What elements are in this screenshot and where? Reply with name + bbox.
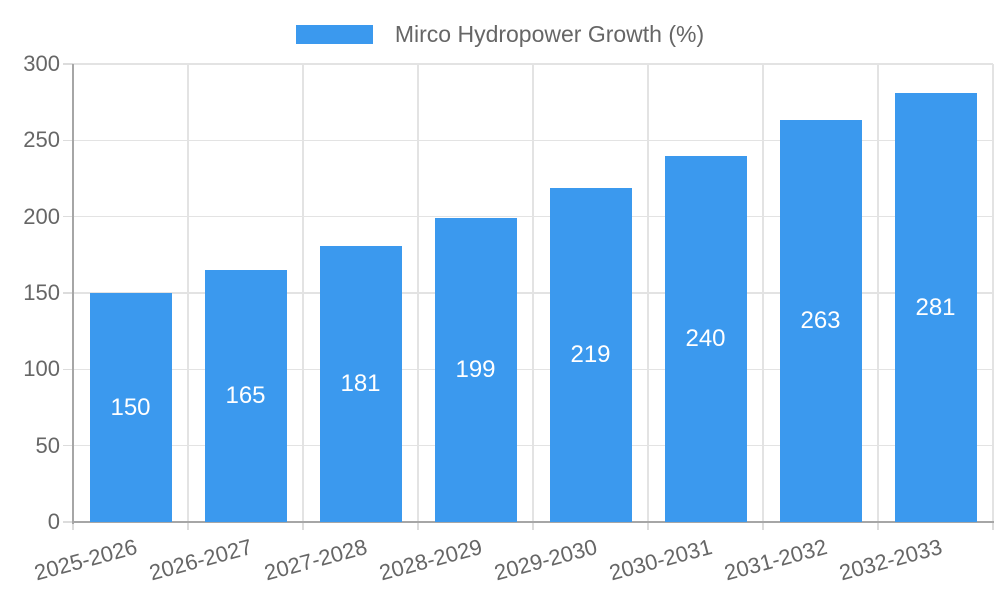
x-tick-mark (647, 523, 649, 530)
x-axis-label: 2025-2026 (31, 534, 140, 586)
y-axis-label: 200 (23, 203, 60, 229)
x-axis-label: 2026-2027 (146, 534, 255, 586)
bar-2026-2027[interactable] (204, 270, 287, 522)
gridline-x-7 (877, 64, 879, 522)
bar-2030-2031[interactable] (664, 155, 747, 522)
gridline-x-8 (992, 64, 994, 522)
gridline-x-2 (302, 64, 304, 522)
x-tick-mark (762, 523, 764, 530)
gridline-x-4 (532, 64, 534, 522)
gridline-x-3 (417, 64, 419, 522)
bar-2028-2029[interactable] (434, 218, 517, 522)
x-tick-mark (532, 523, 534, 530)
x-tick-mark (877, 523, 879, 530)
y-axis-line (72, 64, 74, 524)
bar-2027-2028[interactable] (319, 245, 402, 522)
y-axis-label: 0 (47, 509, 60, 534)
x-axis-line (72, 521, 994, 523)
y-axis-label: 300 (23, 51, 60, 76)
x-axis-label: 2029-2030 (491, 534, 600, 586)
bar-2029-2030[interactable] (549, 187, 632, 522)
y-tick-mark (63, 292, 73, 294)
legend-swatch (295, 24, 373, 44)
y-axis-label: 150 (23, 280, 60, 305)
x-tick-mark (187, 523, 189, 530)
y-tick-mark (63, 139, 73, 142)
y-tick-mark (63, 215, 73, 218)
legend-item[interactable]: Mirco Hydropower Growth (%) (0, 19, 1000, 49)
x-tick-mark (72, 523, 74, 530)
x-tick-mark (302, 523, 304, 530)
x-tick-mark (417, 523, 419, 530)
x-axis-label: 2028-2029 (376, 534, 485, 586)
legend-label: Mirco Hydropower Growth (%) (394, 20, 705, 47)
bar-2025-2026[interactable] (89, 293, 172, 522)
gridline-x-5 (647, 64, 649, 522)
y-axis-label: 50 (35, 432, 60, 458)
y-axis-label: 100 (23, 356, 60, 382)
bar-2032-2033[interactable] (894, 93, 977, 522)
x-axis-label: 2031-2032 (721, 534, 830, 586)
gridline-x-1 (187, 64, 189, 522)
y-tick-mark (63, 368, 73, 371)
gridline-x-6 (762, 64, 764, 522)
x-axis-label: 2027-2028 (261, 534, 370, 586)
x-axis-label: 2030-2031 (606, 534, 715, 586)
x-tick-mark (992, 523, 994, 530)
x-axis-label: 2032-2033 (836, 534, 945, 586)
y-tick-mark (63, 444, 73, 447)
bar-2031-2032[interactable] (779, 120, 862, 522)
y-tick-mark (63, 63, 73, 65)
y-tick-mark (63, 521, 73, 523)
y-axis-label: 250 (23, 127, 60, 153)
